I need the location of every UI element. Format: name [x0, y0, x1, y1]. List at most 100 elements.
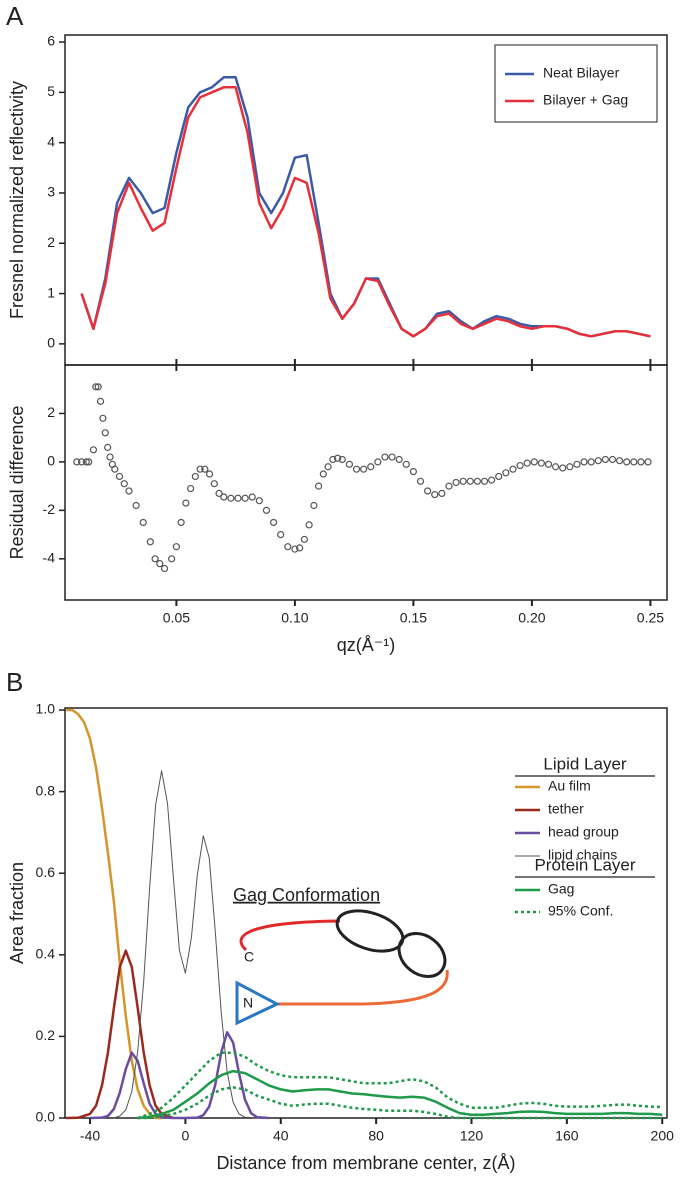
- residual-point: [305, 521, 313, 529]
- plot-frame: [64, 364, 668, 601]
- series-line: [66, 708, 162, 1120]
- residual-point: [537, 459, 545, 467]
- x-tick-label: 0: [182, 1128, 190, 1144]
- residual-point: [146, 538, 154, 546]
- residual-point: [277, 530, 285, 539]
- n-terminal-arc: [278, 969, 449, 1006]
- legend-label: tether: [548, 801, 584, 817]
- residual-point: [623, 458, 631, 466]
- residual-point: [352, 465, 361, 473]
- domain-ellipse: [335, 909, 405, 953]
- residual-point: [291, 545, 299, 553]
- series-line: [137, 1051, 663, 1120]
- y-tick-label: 1: [47, 284, 55, 300]
- residual-point: [196, 465, 204, 473]
- y-tick-label: 5: [47, 83, 55, 99]
- residual-point: [438, 489, 446, 498]
- legend-label: head group: [548, 824, 619, 840]
- domain-ellipse: [397, 932, 447, 978]
- residual-point: [234, 494, 242, 502]
- legend-label: lipid chains: [548, 847, 617, 863]
- x-axis-label: Distance from membrane center, z(Å): [216, 1153, 515, 1173]
- x-tick-label: 200: [651, 1128, 675, 1144]
- c-label: C: [244, 949, 254, 965]
- residual-point: [115, 472, 124, 481]
- residual-point: [615, 457, 624, 465]
- residual-point: [360, 465, 368, 473]
- residual-point: [248, 493, 256, 501]
- residual-point: [269, 518, 278, 527]
- x-tick-label: 0.25: [637, 610, 664, 626]
- legend-label: Au film: [548, 778, 591, 794]
- residual-point: [156, 560, 164, 568]
- y-tick-label: 0.6: [36, 864, 56, 880]
- residual-point: [338, 455, 346, 464]
- residual-point: [402, 460, 410, 468]
- y-axis-label: Area fraction: [7, 862, 27, 964]
- residual-point: [552, 463, 560, 471]
- residual-point: [608, 455, 617, 464]
- residual-point: [480, 477, 489, 485]
- y-axis-label: Residual difference: [7, 406, 27, 560]
- residual-point: [94, 383, 102, 391]
- residual-point: [255, 497, 263, 505]
- series-line: [137, 1086, 663, 1120]
- residual-point: [262, 506, 271, 514]
- residual-point: [395, 455, 403, 464]
- x-tick-label: -40: [80, 1128, 100, 1144]
- residual-point: [201, 465, 209, 473]
- x-tick-label: 0.05: [163, 610, 190, 626]
- conformation-diagram: Gag Conformation C N: [233, 885, 449, 1026]
- y-tick-label: 4: [47, 133, 55, 149]
- residual-point: [452, 478, 460, 487]
- legend-title: Protein Layer: [534, 855, 635, 874]
- residual-point: [314, 482, 323, 490]
- residual-point: [566, 463, 574, 471]
- residual-point: [187, 484, 195, 493]
- plot-frame: [64, 707, 668, 1119]
- series-line: [137, 1069, 663, 1120]
- residual-point: [459, 477, 467, 485]
- residual-point: [367, 463, 375, 471]
- series-line: [66, 949, 174, 1120]
- residual-point: [345, 460, 354, 468]
- y-tick-label: -2: [43, 501, 56, 517]
- diagram-title: Gag Conformation: [233, 885, 380, 905]
- residual-point: [89, 446, 98, 454]
- legend-label: Neat Bilayer: [543, 65, 620, 81]
- residual-point: [96, 397, 105, 405]
- legend-label: Bilayer + Gag: [543, 92, 628, 108]
- y-tick-label: 2: [47, 234, 55, 250]
- residual-point: [106, 453, 114, 461]
- residual-point: [111, 465, 119, 473]
- series-line: [113, 770, 257, 1119]
- residual-point: [409, 467, 418, 476]
- residual-point: [333, 454, 342, 462]
- y-tick-label: 2: [47, 404, 55, 420]
- y-tick-label: 0: [47, 453, 55, 469]
- residual-point: [544, 460, 553, 468]
- y-axis-label: Fresnel normalized reflectivity: [7, 81, 27, 319]
- residual-point: [580, 458, 588, 466]
- y-tick-label: 0.2: [36, 1027, 56, 1043]
- residual-point: [587, 458, 595, 466]
- residual-point: [215, 489, 223, 498]
- residual-point: [132, 501, 140, 510]
- residual-point: [296, 544, 304, 552]
- residual-point: [424, 487, 432, 495]
- residual-point: [191, 472, 199, 481]
- residual-point: [172, 543, 180, 551]
- x-axis-label: qz(Å⁻¹): [337, 635, 396, 655]
- x-tick-label: 80: [368, 1128, 384, 1144]
- series-line: [89, 1031, 269, 1120]
- residual-point: [488, 476, 496, 484]
- residual-point: [644, 458, 652, 466]
- residual-point: [324, 463, 332, 471]
- x-tick-label: 120: [460, 1128, 484, 1144]
- panel-label: B: [6, 667, 23, 697]
- residual-point: [416, 477, 425, 485]
- residual-point: [466, 477, 474, 485]
- x-tick-label: 40: [273, 1128, 289, 1144]
- residual-point: [573, 460, 581, 468]
